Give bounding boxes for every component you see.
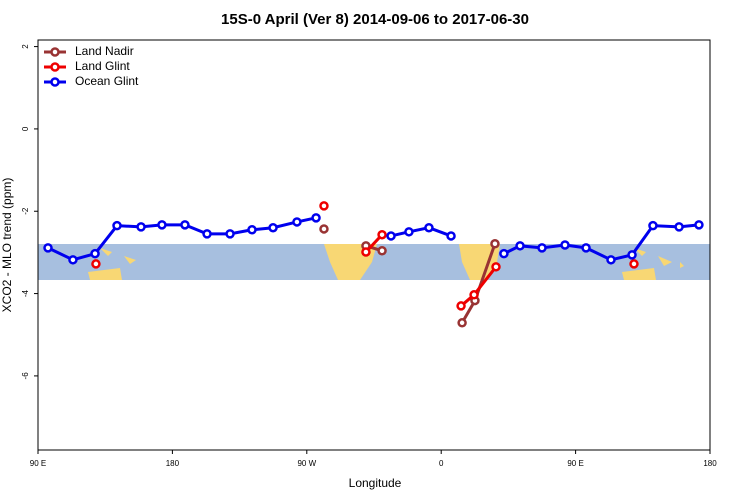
series-point bbox=[180, 220, 190, 230]
x-tick-label: 180 bbox=[166, 459, 180, 468]
x-tick-label: 90 W bbox=[297, 459, 316, 468]
series-point bbox=[674, 222, 684, 232]
y-tick-label: -6 bbox=[21, 372, 30, 380]
series-point bbox=[515, 241, 525, 251]
series-point bbox=[648, 220, 658, 231]
series-point bbox=[446, 231, 456, 241]
legend-marker bbox=[50, 62, 60, 72]
series-point bbox=[457, 318, 467, 328]
series-point bbox=[202, 229, 212, 239]
series-line bbox=[503, 223, 700, 262]
series-point bbox=[469, 290, 479, 300]
series-point bbox=[537, 243, 547, 253]
series-point bbox=[404, 227, 414, 237]
series-point bbox=[627, 250, 637, 260]
series-point bbox=[112, 220, 122, 231]
series-point bbox=[560, 240, 570, 250]
x-tick-label: 90 E bbox=[567, 459, 583, 468]
x-axis-label: Longitude bbox=[349, 476, 402, 490]
series-line bbox=[390, 226, 452, 238]
legend-label: Land Glint bbox=[75, 59, 130, 73]
series-point bbox=[694, 220, 704, 230]
series-point bbox=[90, 248, 100, 259]
series-point bbox=[606, 255, 616, 265]
series-point bbox=[68, 255, 78, 265]
series-point bbox=[361, 247, 371, 257]
y-tick-label: -2 bbox=[21, 207, 30, 215]
series-point bbox=[43, 243, 53, 253]
series-point bbox=[386, 231, 396, 241]
series-point bbox=[581, 243, 591, 253]
series-point bbox=[377, 246, 387, 256]
legend-label: Land Nadir bbox=[75, 44, 134, 58]
map-strip bbox=[38, 244, 710, 280]
y-tick-label: 2 bbox=[21, 44, 30, 49]
series-point bbox=[319, 201, 329, 211]
series-point bbox=[499, 248, 509, 259]
series-point bbox=[292, 217, 302, 227]
series-point bbox=[136, 222, 146, 232]
x-tick-label: 0 bbox=[439, 459, 444, 468]
plot-frame bbox=[37, 39, 711, 451]
series-point bbox=[377, 229, 387, 240]
series-point bbox=[490, 239, 500, 249]
series-point bbox=[424, 222, 434, 233]
series-point bbox=[311, 213, 321, 223]
series-point bbox=[225, 229, 235, 239]
series-point bbox=[91, 259, 101, 269]
x-tick-label: 90 E bbox=[30, 459, 46, 468]
series-point bbox=[247, 225, 257, 235]
legend-marker bbox=[50, 77, 60, 87]
legend-marker bbox=[50, 47, 60, 57]
series-point bbox=[268, 222, 278, 233]
legend-label: Ocean Glint bbox=[75, 74, 139, 88]
chart-title: 15S-0 April (Ver 8) 2014-09-06 to 2017-0… bbox=[221, 11, 529, 28]
series-point bbox=[319, 224, 329, 234]
series-point bbox=[157, 220, 167, 230]
series-point bbox=[456, 301, 466, 311]
series-point bbox=[491, 262, 501, 272]
y-tick-label: 0 bbox=[21, 126, 30, 131]
y-axis-label: XCO2 - MLO trend (ppm) bbox=[0, 178, 14, 313]
x-tick-label: 180 bbox=[703, 459, 717, 468]
y-tick-label: -4 bbox=[21, 289, 30, 297]
series-point bbox=[629, 259, 639, 269]
